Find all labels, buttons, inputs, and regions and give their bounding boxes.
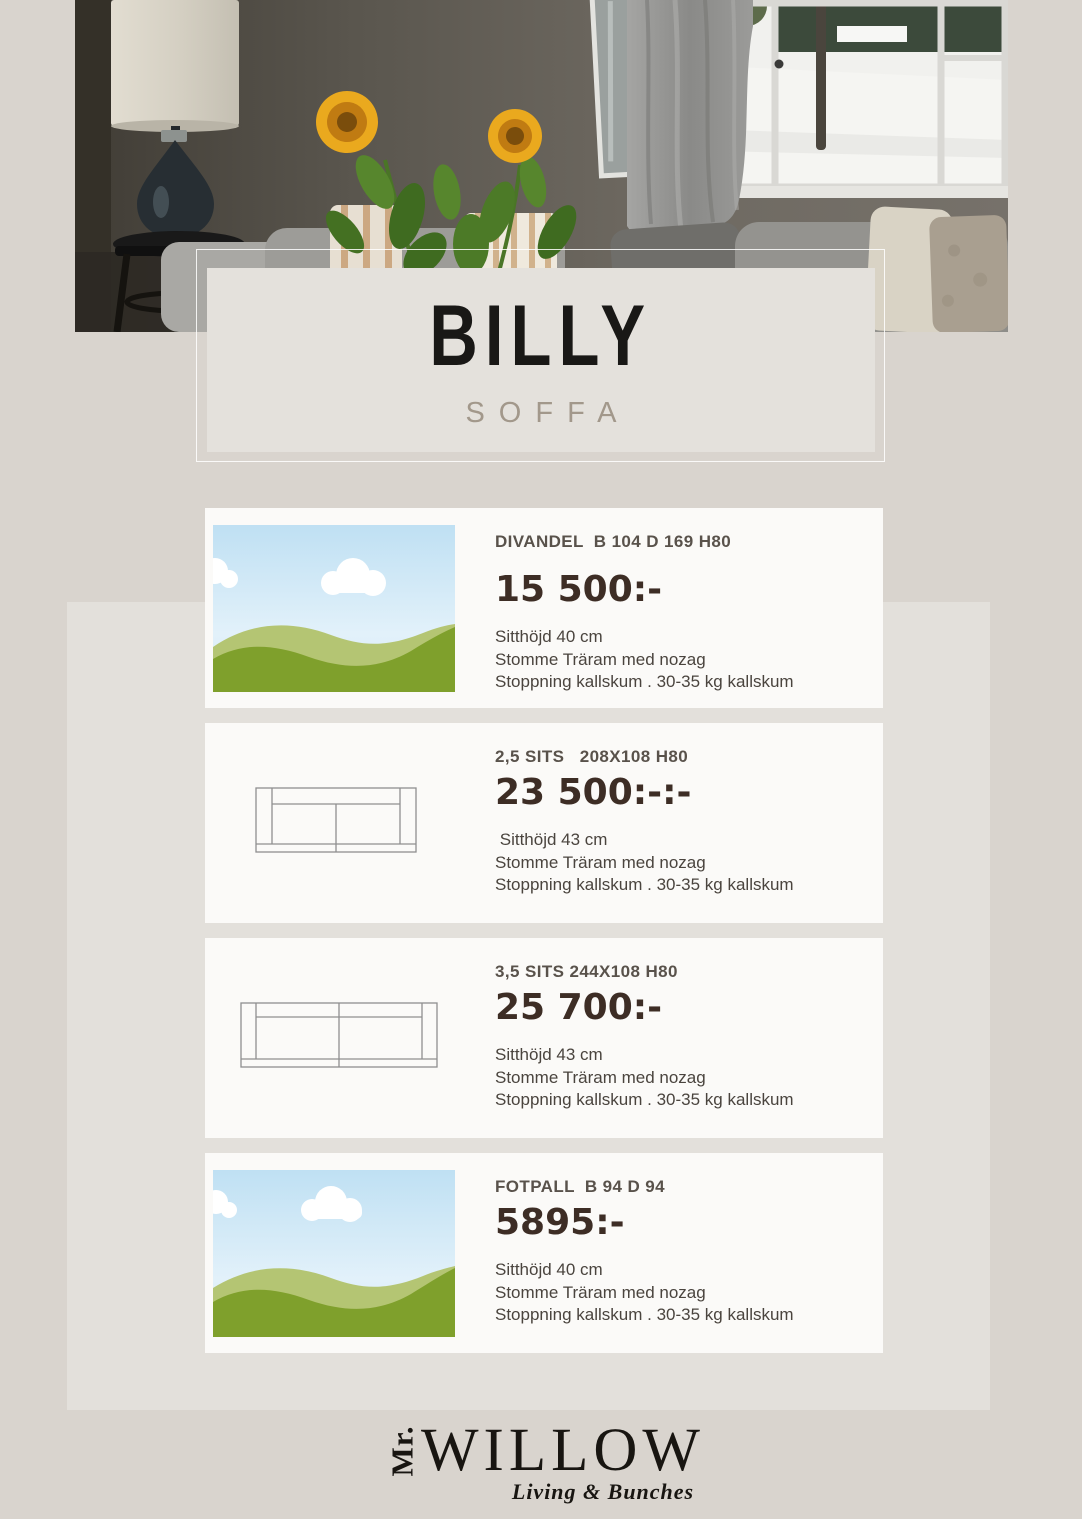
brand-name: WILLOW xyxy=(420,1417,705,1484)
product-card-divandel: DIVANDEL B 104 D 169 H80 15 500:- Sitthö… xyxy=(205,508,883,708)
title-card: BILLY SOFFA xyxy=(207,268,875,452)
product-name: 3,5 SITS 244X108 H80 xyxy=(495,962,678,981)
product-thumbnail xyxy=(205,723,495,923)
cloud-icon xyxy=(213,1186,362,1222)
spec-line: Stoppning kallskum . 30-35 kg kallskum xyxy=(495,875,794,895)
page-title: BILLY xyxy=(429,287,653,384)
sofa-2-5-seat-top-view-diagram xyxy=(255,787,417,853)
product-card-3-5-sits: 3,5 SITS 244X108 H80 25 700:- Sitthöjd 4… xyxy=(205,938,883,1138)
spec-line: Stoppning kallskum . 30-35 kg kallskum xyxy=(495,672,794,692)
landscape-placeholder-image xyxy=(213,525,455,692)
spec-line: Stomme Träram med nozag xyxy=(495,852,706,872)
product-price: 23 500:-:- xyxy=(495,772,692,813)
product-card-2-5-sits: 2,5 SITS 208X108 H80 23 500:-:- Sitthöjd… xyxy=(205,723,883,923)
front-hill xyxy=(213,1268,455,1337)
product-price: 25 700:- xyxy=(495,987,663,1028)
product-info: FOTPALL B 94 D 94 5895:- Sitthöjd 40 cm … xyxy=(495,1153,883,1353)
lamp-shade xyxy=(111,0,239,126)
product-card-fotpall: FOTPALL B 94 D 94 5895:- Sitthöjd 40 cm … xyxy=(205,1153,883,1353)
front-hill xyxy=(213,627,455,692)
spec-line: Sitthöjd 43 cm xyxy=(495,830,608,849)
spec-line: Stomme Träram med nozag xyxy=(495,649,706,669)
product-thumbnail xyxy=(205,508,495,708)
spec-line: Sitthöjd 40 cm xyxy=(495,1260,603,1279)
product-specs: Sitthöjd 40 cm Stomme Träram med nozag S… xyxy=(495,1259,883,1327)
curtain xyxy=(627,0,753,238)
product-price: 5895:- xyxy=(495,1202,625,1243)
spec-line: Stoppning kallskum . 30-35 kg kallskum xyxy=(495,1305,794,1325)
product-specs: Sitthöjd 43 cm Stomme Träram med nozag S… xyxy=(495,1044,883,1112)
sofa-3-5-seat-top-view-diagram xyxy=(240,1002,438,1068)
brand-tagline: Living & Bunches xyxy=(511,1479,695,1504)
product-info: DIVANDEL B 104 D 169 H80 15 500:- Sitthö… xyxy=(495,508,883,708)
sunflower-head xyxy=(316,91,378,153)
window-sill xyxy=(671,186,1008,198)
page-subtitle: SOFFA xyxy=(465,396,631,429)
product-name: DIVANDEL B 104 D 169 H80 xyxy=(495,532,732,551)
cloud-icon xyxy=(213,558,386,596)
product-name: FOTPALL B 94 D 94 xyxy=(495,1177,665,1196)
brand-logo: Mr. WILLOW Living & Bunches xyxy=(0,1420,1082,1505)
fence xyxy=(837,26,907,42)
spec-line: Sitthöjd 40 cm xyxy=(495,627,603,646)
product-info: 3,5 SITS 244X108 H80 25 700:- Sitthöjd 4… xyxy=(495,938,883,1138)
spec-line: Stoppning kallskum . 30-35 kg kallskum xyxy=(495,1090,794,1110)
product-specs: Sitthöjd 43 cm Stomme Träram med nozag S… xyxy=(495,829,883,897)
product-name: 2,5 SITS 208X108 H80 xyxy=(495,747,689,766)
snowy-yard xyxy=(675,64,1008,192)
boucle-pillow xyxy=(929,215,1008,332)
product-thumbnail xyxy=(205,1153,495,1353)
product-specs: Sitthöjd 40 cm Stomme Träram med nozag S… xyxy=(495,626,883,694)
spec-line: Sitthöjd 43 cm xyxy=(495,1045,603,1064)
product-info: 2,5 SITS 208X108 H80 23 500:-:- Sitthöjd… xyxy=(495,723,883,923)
landscape-placeholder-image xyxy=(213,1170,455,1337)
window-handle xyxy=(774,59,784,69)
sunflower-head xyxy=(488,109,542,163)
brand-row: Mr. WILLOW xyxy=(377,1420,705,1481)
tree-trunk xyxy=(816,0,826,150)
product-thumbnail xyxy=(205,938,495,1138)
spec-line: Stomme Träram med nozag xyxy=(495,1067,706,1087)
product-list: DIVANDEL B 104 D 169 H80 15 500:- Sitthö… xyxy=(205,508,883,1353)
spec-line: Stomme Träram med nozag xyxy=(495,1282,706,1302)
brand-prefix: Mr. xyxy=(384,1425,420,1476)
floor-lamp xyxy=(75,0,239,332)
product-price: 15 500:- xyxy=(495,569,663,610)
